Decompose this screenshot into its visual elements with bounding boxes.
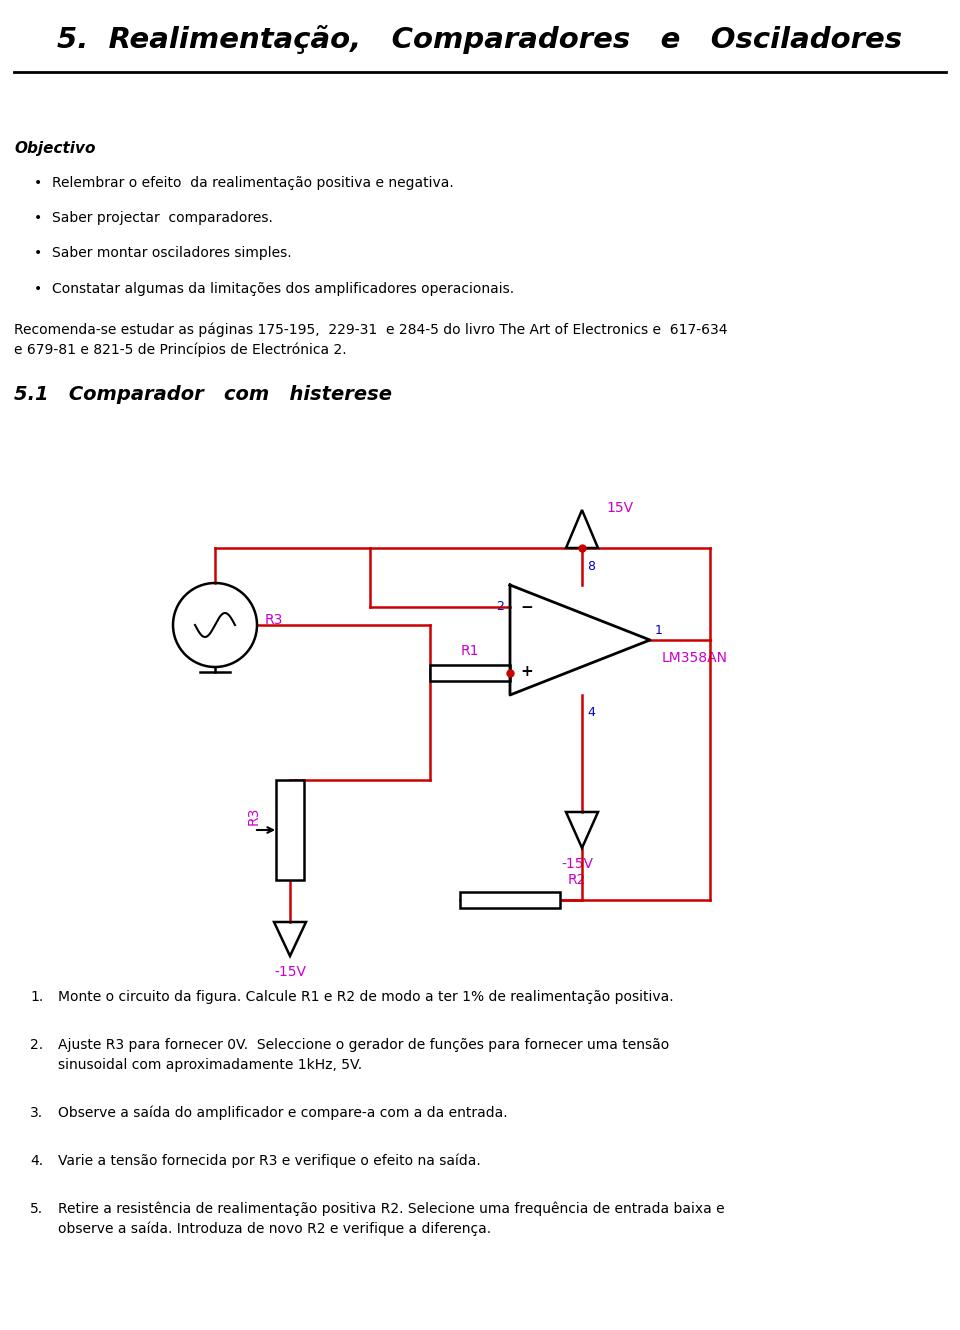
Text: Saber montar osciladores simples.: Saber montar osciladores simples.: [52, 246, 292, 259]
Text: 15V: 15V: [606, 501, 634, 515]
Text: 5.  Realimentação,   Comparadores   e   Osciladores: 5. Realimentação, Comparadores e Oscilad…: [58, 25, 902, 55]
Text: 1.: 1.: [30, 990, 43, 1004]
Text: 5.: 5.: [30, 1202, 43, 1216]
Text: LM358AN: LM358AN: [662, 650, 728, 665]
Text: 8: 8: [587, 560, 595, 573]
Bar: [430, 665, 510, 681]
Text: observe a saída. Introduza de novo R2 e verifique a diferença.: observe a saída. Introduza de novo R2 e …: [58, 1222, 492, 1237]
Text: R3: R3: [265, 613, 283, 626]
Text: Observe a saída do amplificador e compare-a com a da entrada.: Observe a saída do amplificador e compar…: [58, 1107, 508, 1120]
Text: 4.: 4.: [30, 1154, 43, 1168]
Text: e 679-81 e 821-5 de Princípios de Electrónica 2.: e 679-81 e 821-5 de Princípios de Electr…: [14, 343, 347, 358]
Text: Relembrar o efeito  da realimentação positiva e negativa.: Relembrar o efeito da realimentação posi…: [52, 176, 454, 190]
Text: Recomenda-se estudar as páginas 175-195,  229-31  e 284-5 do livro The Art of El: Recomenda-se estudar as páginas 175-195,…: [14, 323, 728, 338]
Bar: [276, 779, 304, 880]
Text: R3: R3: [247, 807, 261, 825]
Text: Retire a resistência de realimentação positiva R2. Selecione uma frequência de e: Retire a resistência de realimentação po…: [58, 1202, 725, 1217]
Text: 4: 4: [587, 706, 595, 720]
Text: •: •: [34, 176, 42, 190]
Text: 3: 3: [496, 666, 504, 680]
Text: Ajuste R3 para fornecer 0V.  Seleccione o gerador de funções para fornecer uma t: Ajuste R3 para fornecer 0V. Seleccione o…: [58, 1037, 669, 1052]
Text: •: •: [34, 282, 42, 297]
Text: 1: 1: [655, 624, 662, 637]
Text: −: −: [520, 601, 533, 616]
Text: 2.: 2.: [30, 1037, 43, 1052]
Text: 3.: 3.: [30, 1107, 43, 1120]
Text: 5.1   Comparador   com   histerese: 5.1 Comparador com histerese: [14, 384, 392, 403]
Text: +: +: [520, 665, 533, 680]
Bar: [460, 892, 560, 908]
Text: Saber projectar  comparadores.: Saber projectar comparadores.: [52, 211, 273, 225]
Text: Varie a tensão fornecida por R3 e verifique o efeito na saída.: Varie a tensão fornecida por R3 e verifi…: [58, 1154, 481, 1169]
Text: 2: 2: [496, 601, 504, 613]
Text: Constatar algumas da limitações dos amplificadores operacionais.: Constatar algumas da limitações dos ampl…: [52, 282, 515, 297]
Text: Monte o circuito da figura. Calcule R1 e R2 de modo a ter 1% de realimentação po: Monte o circuito da figura. Calcule R1 e…: [58, 990, 674, 1004]
Text: •: •: [34, 211, 42, 225]
Text: -15V: -15V: [274, 966, 306, 979]
Text: •: •: [34, 246, 42, 259]
Text: R1: R1: [461, 644, 479, 658]
Text: Objectivo: Objectivo: [14, 141, 95, 156]
Text: sinusoidal com aproximadamente 1kHz, 5V.: sinusoidal com aproximadamente 1kHz, 5V.: [58, 1057, 362, 1072]
Text: -15V: -15V: [561, 857, 593, 871]
Text: R2: R2: [567, 872, 587, 887]
